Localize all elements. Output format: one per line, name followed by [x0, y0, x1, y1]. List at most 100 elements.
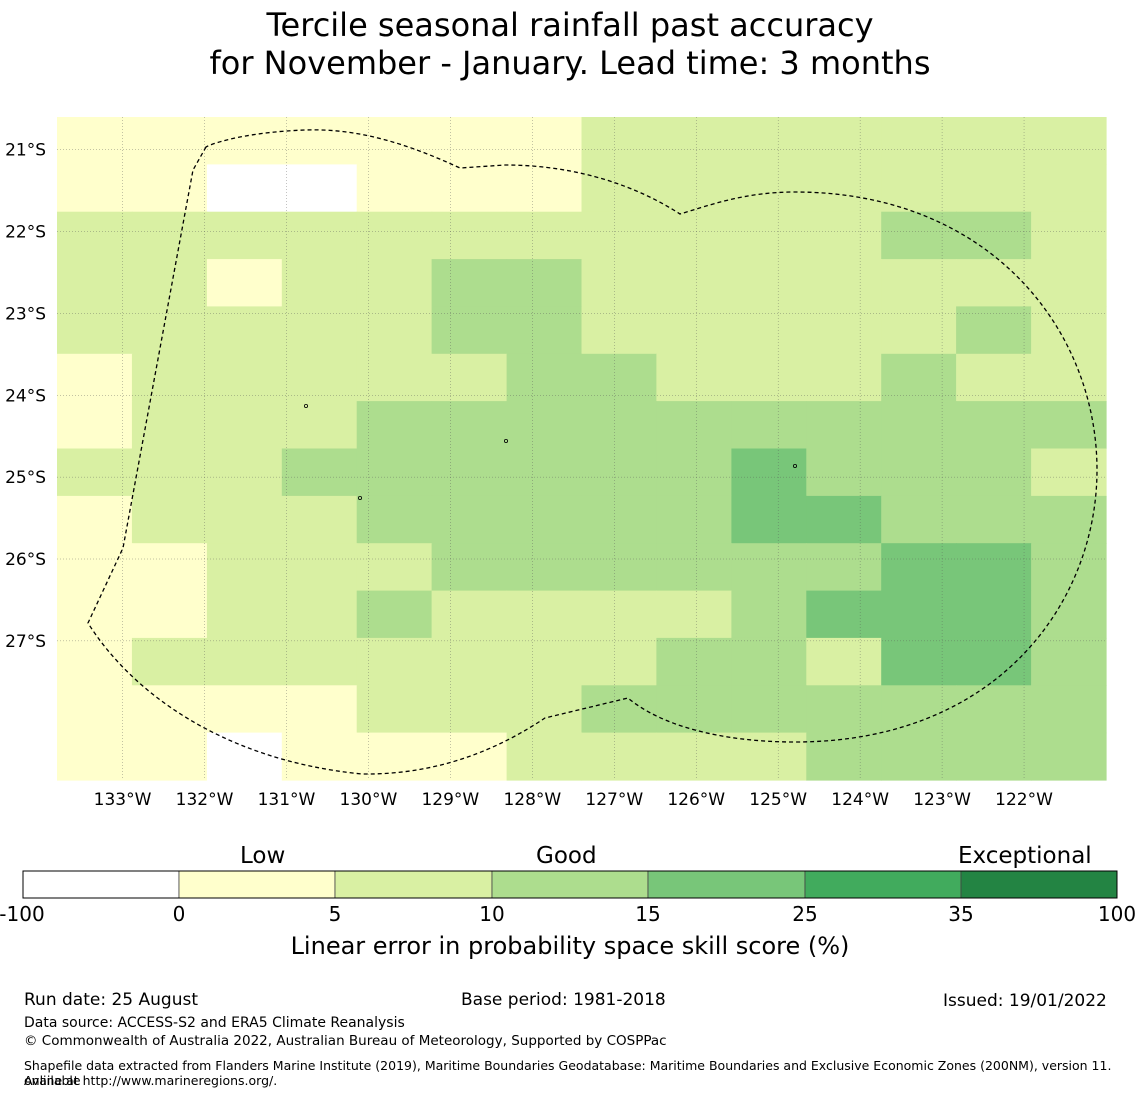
grid-cell	[206, 164, 283, 213]
lat-label: 25°S	[5, 468, 46, 488]
grid-cell	[731, 117, 807, 165]
lon-label: 125°W	[749, 790, 807, 810]
grid-cell	[881, 637, 957, 686]
grid-cell	[57, 306, 133, 355]
island-marker	[357, 495, 362, 500]
colorbar-header-low: Low	[240, 843, 286, 869]
grid-cell	[881, 448, 957, 497]
lon-label: 131°W	[258, 790, 316, 810]
lon-label: 124°W	[831, 790, 889, 810]
grid-cell	[281, 259, 358, 308]
colorbar-header-good: Good	[536, 843, 597, 869]
grid-cell	[881, 259, 957, 308]
grid-cell	[1031, 495, 1107, 544]
grid-cell	[356, 495, 433, 544]
grid-cell	[731, 448, 807, 497]
grid-cell	[1031, 448, 1107, 497]
grid-cell	[581, 590, 657, 639]
grid-cell	[356, 211, 433, 260]
grid-cell	[731, 353, 807, 402]
grid-cell	[581, 495, 657, 544]
grid-cell	[281, 353, 358, 402]
island-marker	[793, 463, 798, 468]
grid-cell	[881, 306, 957, 355]
grid-cell	[206, 259, 283, 308]
grid-cell	[506, 117, 583, 165]
grid-cell	[506, 211, 583, 260]
grid-cell	[806, 164, 882, 213]
grid-cell	[1031, 543, 1107, 592]
data-source: Data source: ACCESS-S2 and ERA5 Climate …	[24, 1015, 405, 1031]
colorbar-tick: 35	[948, 902, 974, 926]
colorbar-segment	[22, 870, 180, 899]
grid-cell	[806, 685, 882, 734]
grid-cell	[57, 353, 133, 402]
grid-cell	[731, 401, 807, 450]
grid-cell	[356, 590, 433, 639]
title-line-2: for November - January. Lead time: 3 mon…	[209, 44, 931, 82]
grid-cell	[506, 259, 583, 308]
grid-cell	[431, 448, 508, 497]
map-title: Tercile seasonal rainfall past accuracy …	[0, 6, 1140, 82]
run-date: Run date: 25 August	[24, 990, 198, 1010]
grid-cell	[206, 306, 283, 355]
grid-cell	[431, 211, 508, 260]
grid-cell	[1031, 306, 1107, 355]
grid-cell	[131, 732, 208, 781]
grid-cell	[131, 353, 208, 402]
colorbar-segment	[960, 870, 1118, 899]
title-line-1: Tercile seasonal rainfall past accuracy	[266, 6, 874, 44]
lat-label: 21°S	[5, 141, 46, 161]
grid-cell	[131, 259, 208, 308]
grid-cell	[806, 211, 882, 260]
lon-label: 130°W	[340, 790, 398, 810]
grid-cell	[581, 401, 657, 450]
grid-cell	[506, 448, 583, 497]
grid-cell	[506, 353, 583, 402]
grid-cell	[506, 164, 583, 213]
grid-cell	[656, 543, 732, 592]
grid-cell	[206, 401, 283, 450]
grid-cell	[731, 637, 807, 686]
grid-cell	[581, 211, 657, 260]
grid-cell	[206, 685, 283, 734]
grid-cell	[57, 259, 133, 308]
grid-cell	[506, 590, 583, 639]
grid-cell	[506, 637, 583, 686]
grid-cell	[656, 117, 732, 165]
colorbar-segment	[334, 870, 493, 899]
grid-cell	[731, 685, 807, 734]
grid-cell	[431, 637, 508, 686]
grid-cell	[431, 306, 508, 355]
grid-cell	[506, 306, 583, 355]
colorbar-segment	[804, 870, 962, 899]
eez-boundary	[87, 129, 1098, 775]
grid-cell	[206, 495, 283, 544]
grid-cell	[956, 732, 1032, 781]
grid-cell	[281, 685, 358, 734]
grid-cell	[431, 401, 508, 450]
grid-cell	[131, 401, 208, 450]
grid-cell	[57, 732, 133, 781]
grid-cell	[431, 164, 508, 213]
grid-cell	[1031, 637, 1107, 686]
grid-cell	[581, 637, 657, 686]
lat-label: 22°S	[5, 223, 46, 243]
grid-cell	[581, 117, 657, 165]
lon-label: 129°W	[421, 790, 479, 810]
grid-cell	[57, 117, 133, 165]
colorbar-tick: 100	[1097, 902, 1137, 926]
island-marker	[303, 403, 308, 408]
grid-cell	[656, 448, 732, 497]
grid-cell	[281, 732, 358, 781]
grid-cell	[356, 543, 433, 592]
grid-cell	[281, 401, 358, 450]
grid-cell	[356, 401, 433, 450]
skill-map: 21°S 22°S 23°S 24°S 25°S 26°S 27°S 133°W 132°W 13…	[5, 117, 1107, 810]
grid-cell	[806, 117, 882, 165]
grid-cell	[581, 164, 657, 213]
colorbar-label: Linear error in probability space skill …	[290, 932, 850, 960]
grid-cell	[206, 637, 283, 686]
grid-cell	[281, 164, 358, 213]
grid-cell	[881, 732, 957, 781]
